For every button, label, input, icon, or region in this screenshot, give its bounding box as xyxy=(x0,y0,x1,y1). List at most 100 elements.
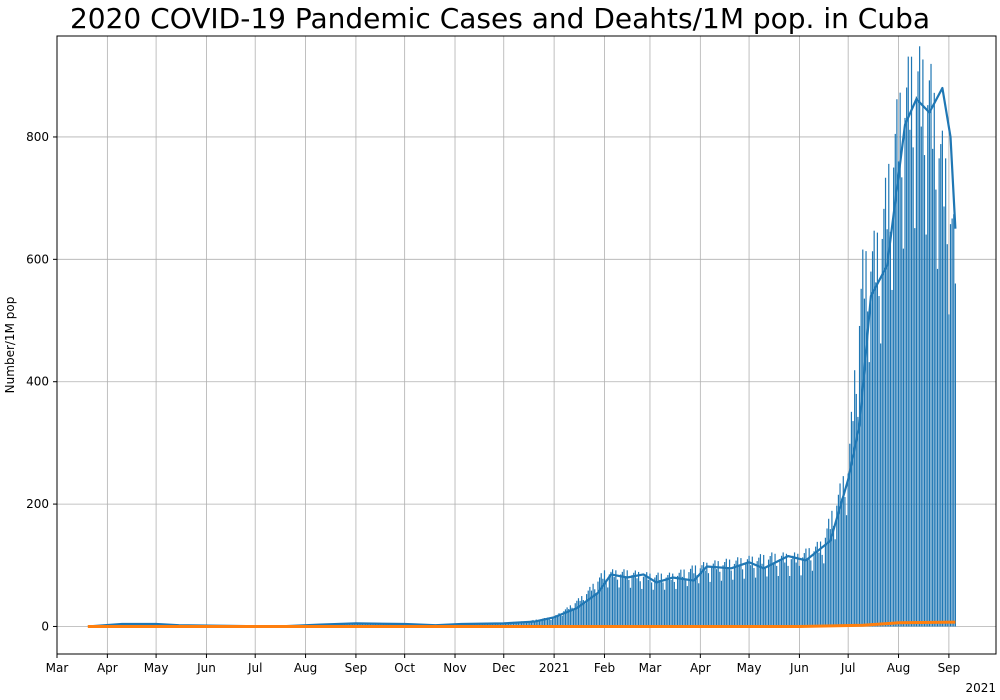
cases-bar xyxy=(860,288,862,627)
cases-bar xyxy=(806,558,809,627)
cases-bar xyxy=(524,621,526,627)
cases-bar xyxy=(584,603,586,627)
cases-bar xyxy=(789,575,791,627)
cases-bar xyxy=(550,619,552,627)
cases-bar xyxy=(586,594,588,627)
cases-bar xyxy=(360,623,362,627)
cases-bar xyxy=(790,559,792,627)
cases-bar xyxy=(738,566,740,627)
cases-bar xyxy=(587,590,589,627)
cases-bar xyxy=(594,589,596,627)
cases-bar xyxy=(605,579,607,627)
cases-bar xyxy=(936,268,939,627)
cases-bar xyxy=(350,623,352,627)
cases-bar xyxy=(889,231,892,627)
cases-bar xyxy=(667,575,669,627)
cases-bar xyxy=(624,577,627,627)
cases-bar xyxy=(662,582,664,627)
cases-bar xyxy=(655,575,658,627)
cases-bar xyxy=(620,574,622,627)
cases-bar xyxy=(561,615,563,627)
cases-bar xyxy=(748,555,750,627)
cases-bar xyxy=(834,539,836,627)
cases-bar xyxy=(907,56,909,627)
cases-bar xyxy=(904,117,906,627)
cases-bar xyxy=(629,587,632,627)
cases-bar xyxy=(953,214,955,627)
cases-bar xyxy=(919,46,921,627)
cases-bar xyxy=(732,579,734,627)
cases-bar xyxy=(646,572,648,627)
cases-bar xyxy=(881,238,883,627)
cases-bar xyxy=(699,568,701,627)
cases-bar xyxy=(741,569,744,627)
cases-bar xyxy=(628,579,630,627)
cases-bar xyxy=(906,87,908,627)
cases-bar xyxy=(688,572,690,627)
x-tick-label: May xyxy=(144,661,169,675)
x-tick-label: Feb xyxy=(594,661,615,675)
cases-bar xyxy=(891,289,893,627)
cases-bar xyxy=(571,607,573,627)
cases-bar xyxy=(637,571,640,627)
x-axis-ticks: Mar Apr May Jun Jul Aug Sep Oct Nov Dec 2021 Feb Mar… xyxy=(46,654,960,675)
cases-bar xyxy=(670,579,672,627)
cases-bar xyxy=(946,244,948,627)
cases-bar xyxy=(573,609,575,627)
cases-bar xyxy=(610,571,612,627)
cases-bar xyxy=(369,623,372,627)
cases-bar xyxy=(811,570,814,627)
cases-bar xyxy=(831,510,833,627)
cases-bar xyxy=(706,562,708,627)
cases-bar xyxy=(704,570,706,627)
cases-bar xyxy=(868,362,870,627)
cases-bar xyxy=(842,476,844,627)
cases-bar xyxy=(639,581,641,627)
cases-bar xyxy=(701,565,703,627)
y-axis-label: Number/1M pop xyxy=(3,297,17,394)
cases-bar xyxy=(599,577,601,627)
cases-bar xyxy=(782,552,784,627)
cases-bar xyxy=(714,560,716,627)
cases-bar xyxy=(719,571,721,627)
cases-bar xyxy=(592,583,594,627)
cases-bar xyxy=(712,563,714,627)
cases-bar xyxy=(478,623,480,627)
cases-bar xyxy=(795,562,797,627)
cases-bar xyxy=(542,618,544,627)
cases-bar xyxy=(649,573,651,627)
cases-bar xyxy=(547,617,549,627)
cases-bar xyxy=(603,570,606,627)
cases-bar xyxy=(870,271,872,627)
cases-bar xyxy=(576,600,578,627)
cases-bar xyxy=(746,559,749,627)
cases-bar xyxy=(915,96,917,627)
cases-bar xyxy=(613,577,615,627)
cases-bar xyxy=(954,283,956,627)
cases-bar xyxy=(590,590,593,627)
cases-bar xyxy=(616,579,619,627)
plot-frame xyxy=(56,35,997,655)
cases-bar xyxy=(756,561,758,627)
x-tick-label: 2021 xyxy=(539,661,570,675)
cases-bar xyxy=(535,619,537,627)
cases-bar xyxy=(923,155,926,627)
cases-bar xyxy=(636,578,638,627)
cases-bar xyxy=(488,623,490,627)
cases-bar xyxy=(745,562,747,627)
x-tick-label: May xyxy=(737,661,762,675)
cases-bar xyxy=(527,622,529,627)
cases-bar xyxy=(727,567,729,627)
cases-bar xyxy=(555,615,557,627)
cases-bar xyxy=(720,580,723,627)
cases-bar xyxy=(654,577,656,627)
cases-bar xyxy=(686,586,688,627)
cases-bar xyxy=(873,230,875,627)
cases-bar xyxy=(560,614,562,627)
cases-bar xyxy=(883,208,885,627)
cases-bar xyxy=(589,586,591,627)
cases-bar xyxy=(543,618,545,627)
cases-bar xyxy=(787,565,789,627)
cases-bar xyxy=(858,325,861,627)
